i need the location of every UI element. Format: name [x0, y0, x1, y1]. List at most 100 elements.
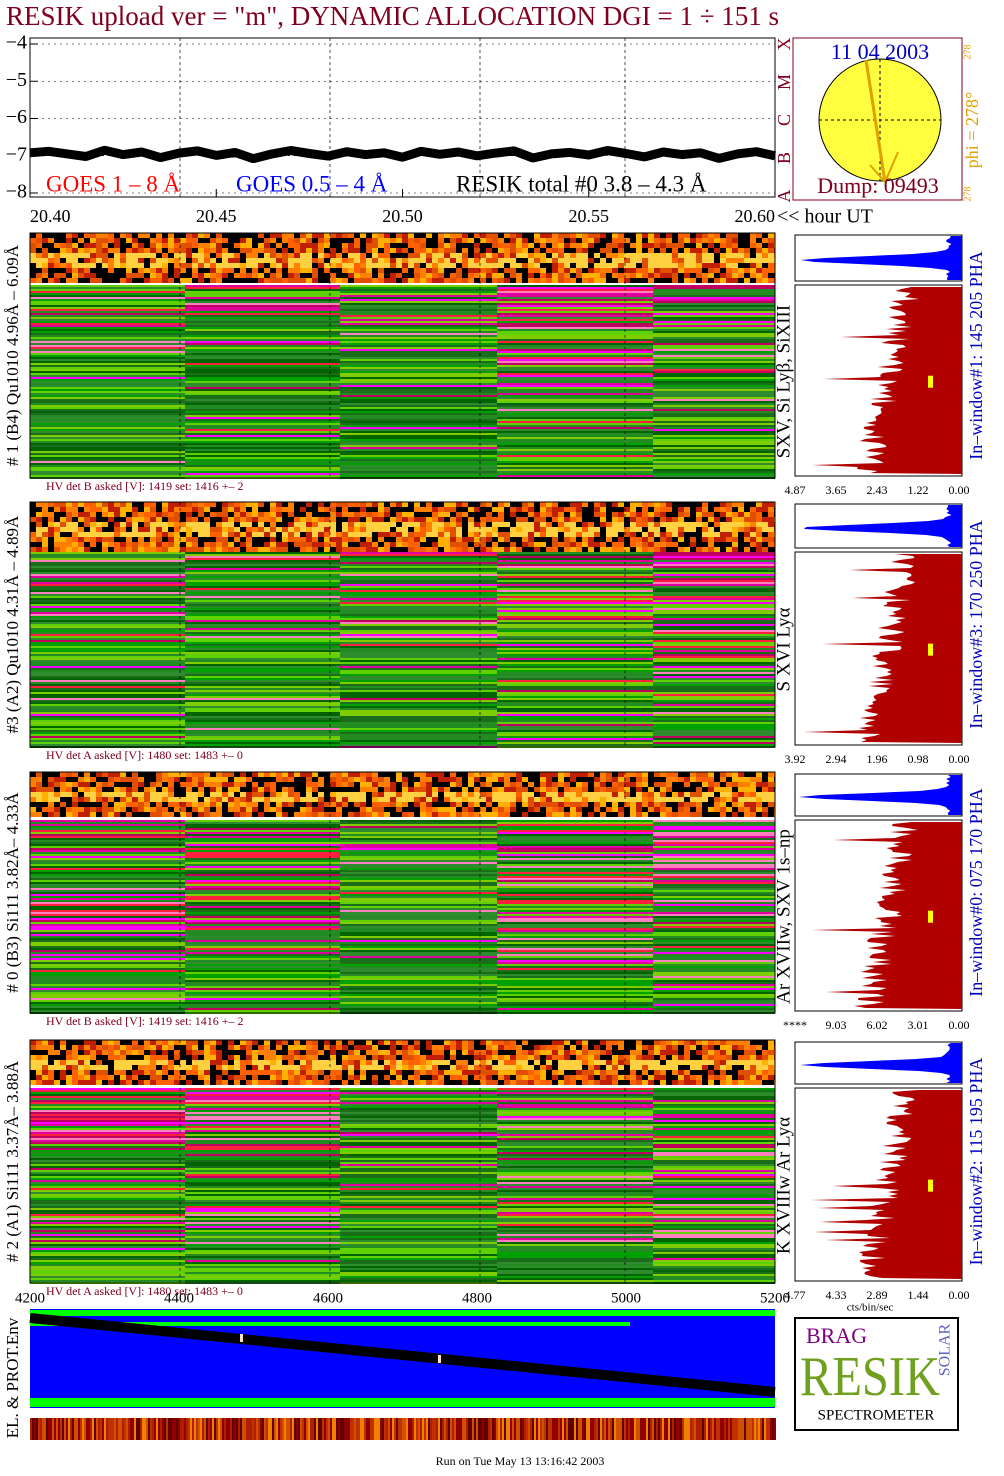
strip-cell: [294, 812, 300, 817]
stripe: [30, 1002, 185, 1004]
strip-cell: [396, 522, 402, 527]
strip-cell: [552, 278, 558, 283]
spectrogram: [30, 502, 775, 748]
stripe: [497, 345, 653, 347]
strip-cell: [282, 527, 288, 532]
stripe: [185, 930, 340, 932]
strip-cell: [456, 792, 462, 797]
strip-cell: [498, 537, 504, 542]
hv-label: HV det B asked [V]: 1419 set: 1416 +– 2: [46, 479, 244, 493]
strip-cell: [168, 273, 174, 278]
stripe: [30, 473, 185, 475]
strip-cell: [384, 253, 390, 258]
strip-cell: [168, 532, 174, 537]
strip-cell: [390, 802, 396, 807]
strip-cell: [48, 812, 54, 817]
strip-cell: [648, 532, 654, 537]
strip-cell: [486, 787, 492, 792]
strip-cell: [696, 517, 702, 522]
strip-cell: [84, 507, 90, 512]
stripe: [497, 718, 653, 720]
stripe: [497, 714, 653, 716]
strip-cell: [468, 522, 474, 527]
strip-cell: [516, 263, 522, 268]
strip-cell: [402, 253, 408, 258]
strip-cell: [522, 792, 528, 797]
strip-cell: [630, 527, 636, 532]
strip-cell: [228, 258, 234, 263]
strip-cell: [552, 802, 558, 807]
strip-cell: [132, 802, 138, 807]
strip-cell: [90, 502, 96, 507]
strip-cell: [342, 527, 348, 532]
strip-cell: [276, 238, 282, 243]
stripe: [30, 906, 185, 908]
stripe: [185, 954, 340, 956]
strip-cell: [276, 248, 282, 253]
strip-cell: [318, 532, 324, 537]
strip-cell: [354, 802, 360, 807]
strip-cell: [546, 777, 552, 782]
strip-cell: [714, 512, 720, 517]
stripe: [185, 1000, 340, 1002]
strip-cell: [96, 233, 102, 238]
stripe: [30, 419, 185, 421]
strip-cell: [192, 807, 198, 812]
strip-cell: [678, 268, 684, 273]
strip-cell: [186, 522, 192, 527]
window-label: In–window#1: 145 205 PHA: [966, 251, 986, 460]
stripe: [30, 826, 185, 828]
strip-cell: [162, 542, 168, 547]
strip-cell: [42, 238, 48, 243]
strip-cell: [180, 532, 186, 537]
strip-cell: [510, 517, 516, 522]
strip-cell: [732, 273, 738, 278]
strip-cell: [756, 233, 762, 238]
strip-cell: [384, 248, 390, 253]
strip-cell: [522, 812, 528, 817]
strip-cell: [414, 537, 420, 542]
stripe: [185, 674, 340, 676]
strip-cell: [480, 802, 486, 807]
stripe: [30, 461, 185, 463]
strip-cell: [186, 253, 192, 258]
strip-cell: [528, 542, 534, 547]
stripe: [497, 706, 653, 708]
stripe: [497, 578, 653, 580]
strip-cell: [588, 802, 594, 807]
strip-cell: [318, 547, 324, 552]
strip-cell: [594, 807, 600, 812]
strip-cell: [588, 782, 594, 787]
stripe: [653, 313, 775, 315]
stripe: [30, 403, 185, 405]
strip-cell: [480, 547, 486, 552]
stripe: [497, 838, 653, 840]
strip-cell: [228, 772, 234, 777]
strip-cell: [66, 263, 72, 268]
stripe: [30, 684, 185, 686]
strip-cell: [516, 532, 522, 537]
stripe: [497, 461, 653, 463]
strip-cell: [486, 248, 492, 253]
strip-cell: [294, 502, 300, 507]
stripe: [497, 612, 653, 614]
strip-cell: [540, 507, 546, 512]
strip-cell: [300, 792, 306, 797]
strip-cell: [108, 792, 114, 797]
strip-cell: [36, 807, 42, 812]
strip-cell: [30, 787, 36, 792]
stripe: [30, 842, 185, 844]
strip-cell: [336, 243, 342, 248]
stripe: [653, 329, 775, 331]
strip-cell: [192, 273, 198, 278]
strip-cell: [48, 517, 54, 522]
stripe: [340, 457, 497, 459]
strip-cell: [360, 238, 366, 243]
sun-axis-letter: A: [774, 190, 794, 203]
strip-cell: [522, 782, 528, 787]
strip-cell: [522, 278, 528, 283]
strip-cell: [72, 233, 78, 238]
strip-cell: [144, 507, 150, 512]
stripe: [185, 968, 340, 970]
strip-cell: [756, 537, 762, 542]
